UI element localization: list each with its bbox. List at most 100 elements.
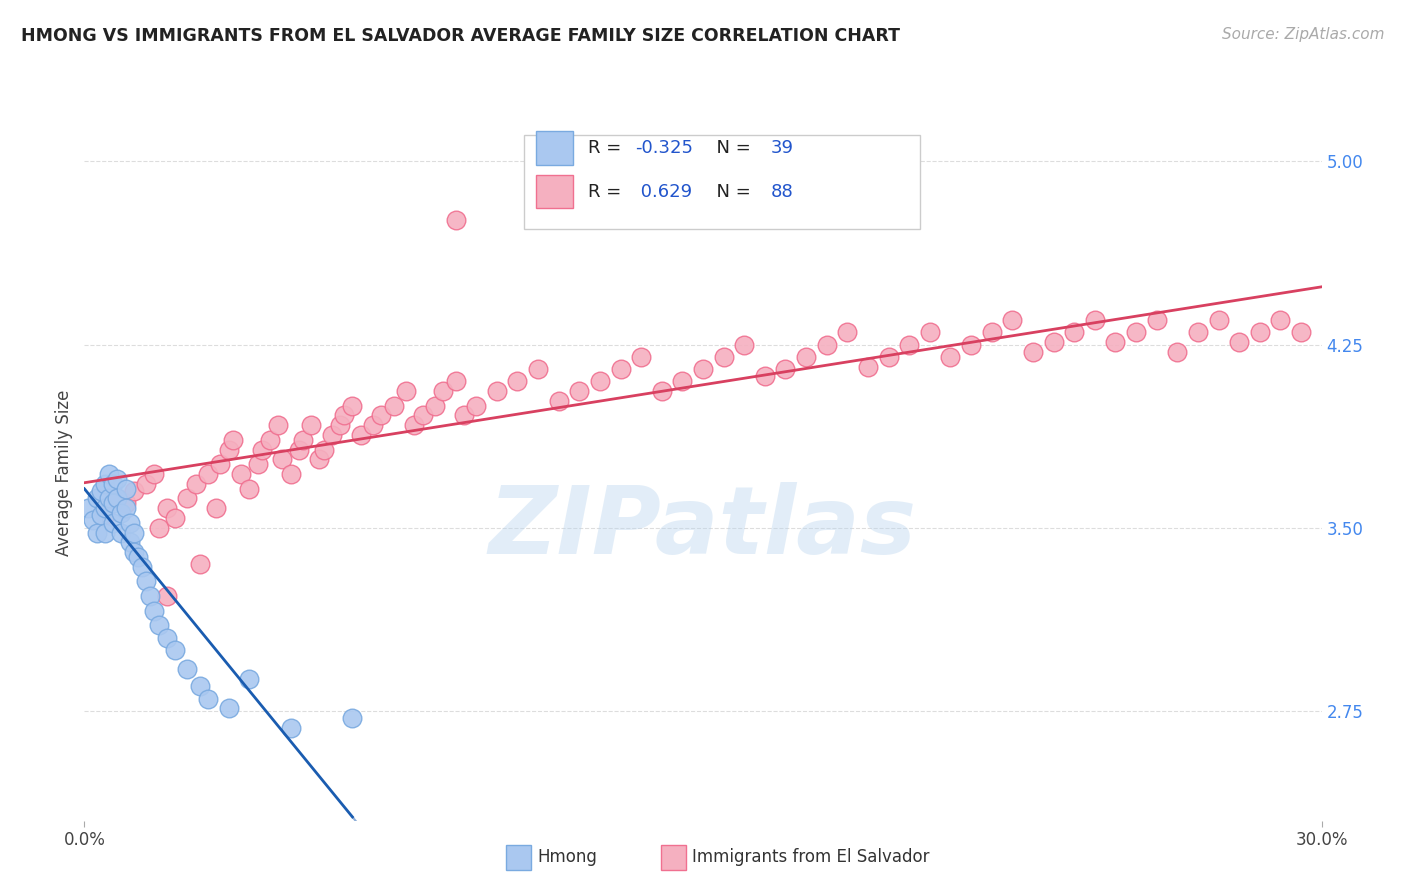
Point [188, 558, 211, 572]
Point [122, 545, 145, 559]
Text: ZIPatlas: ZIPatlas [489, 483, 917, 574]
Point [651, 384, 673, 398]
Point [568, 384, 591, 398]
Text: HMONG VS IMMIGRANTS FROM EL SALVADOR AVERAGE FAMILY SIZE CORRELATION CHART: HMONG VS IMMIGRANTS FROM EL SALVADOR AVE… [21, 27, 900, 45]
Point [114, 501, 136, 516]
Point [1166, 345, 1188, 359]
Point [118, 516, 141, 530]
Point [692, 362, 714, 376]
Text: R =: R = [588, 183, 627, 201]
Text: Immigrants from El Salvador: Immigrants from El Salvador [692, 848, 929, 866]
Point [105, 472, 128, 486]
Point [98, 491, 121, 506]
Point [939, 350, 962, 364]
Point [94, 508, 117, 523]
Point [382, 399, 405, 413]
Point [1084, 313, 1107, 327]
Point [103, 496, 125, 510]
Point [218, 701, 240, 715]
Point [98, 467, 121, 481]
FancyBboxPatch shape [536, 131, 574, 164]
Point [188, 679, 211, 693]
Point [794, 350, 817, 364]
Text: N =: N = [706, 183, 756, 201]
Point [288, 442, 311, 457]
Point [82, 513, 104, 527]
Point [176, 662, 198, 676]
Point [506, 374, 529, 388]
Point [1022, 345, 1045, 359]
Point [361, 418, 384, 433]
Point [1063, 326, 1085, 340]
Point [197, 467, 219, 481]
Text: Source: ZipAtlas.com: Source: ZipAtlas.com [1222, 27, 1385, 42]
Point [205, 501, 228, 516]
Point [209, 457, 232, 471]
Point [1042, 335, 1064, 350]
Point [412, 409, 434, 423]
Point [465, 399, 488, 413]
Point [342, 711, 364, 725]
Point [1187, 326, 1209, 340]
Point [898, 337, 921, 351]
Point [333, 409, 356, 423]
Point [110, 525, 132, 540]
Point [395, 384, 418, 398]
Point [176, 491, 198, 506]
Point [122, 525, 145, 540]
Point [630, 350, 652, 364]
Point [156, 589, 179, 603]
Point [135, 476, 157, 491]
Point [444, 213, 467, 227]
Text: N =: N = [706, 139, 756, 157]
Point [135, 574, 157, 589]
Point [139, 589, 162, 603]
Text: -0.325: -0.325 [636, 139, 693, 157]
Point [103, 476, 125, 491]
Text: 0.629: 0.629 [636, 183, 692, 201]
Point [321, 428, 343, 442]
Point [114, 482, 136, 496]
Point [589, 374, 612, 388]
Point [131, 559, 153, 574]
Point [184, 476, 207, 491]
Point [960, 337, 983, 351]
Point [444, 374, 467, 388]
Point [127, 549, 149, 564]
Point [238, 672, 260, 686]
Point [197, 691, 219, 706]
Point [114, 496, 136, 510]
Point [77, 501, 100, 516]
Point [980, 326, 1002, 340]
Point [222, 433, 245, 447]
Point [547, 393, 569, 408]
Point [350, 428, 373, 442]
Point [423, 399, 446, 413]
Point [527, 362, 550, 376]
Point [94, 525, 117, 540]
Point [105, 491, 128, 506]
Point [312, 442, 335, 457]
Point [143, 604, 166, 618]
Point [291, 433, 314, 447]
Point [733, 337, 755, 351]
Point [238, 482, 260, 496]
Point [1289, 326, 1312, 340]
Point [1146, 313, 1168, 327]
Point [90, 484, 112, 499]
Point [1125, 326, 1147, 340]
Point [118, 535, 141, 549]
Point [165, 642, 187, 657]
Point [918, 326, 941, 340]
Text: 39: 39 [770, 139, 794, 157]
Point [122, 484, 145, 499]
Point [90, 508, 112, 523]
Point [1104, 335, 1126, 350]
Point [308, 452, 330, 467]
Point [1249, 326, 1271, 340]
FancyBboxPatch shape [536, 175, 574, 209]
Point [94, 476, 117, 491]
Point [713, 350, 735, 364]
Point [404, 418, 426, 433]
Point [94, 501, 117, 516]
